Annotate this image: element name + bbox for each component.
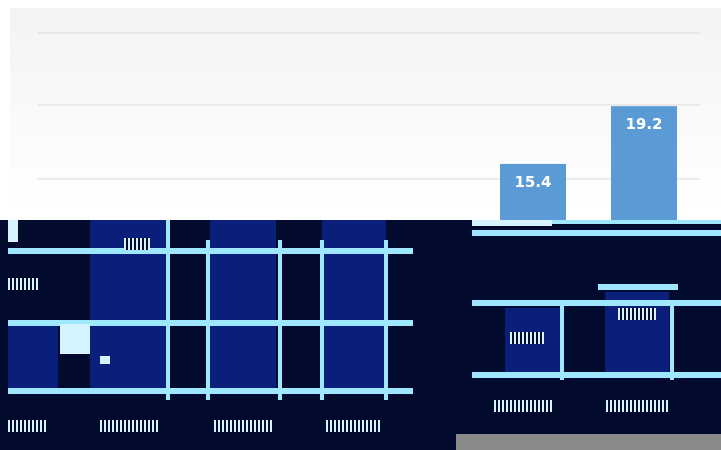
noise-line <box>472 300 721 306</box>
noise-line <box>560 300 564 380</box>
noise-line <box>278 240 282 400</box>
noise-speck <box>326 420 382 432</box>
noise-line <box>472 372 721 378</box>
noise-band <box>210 220 276 392</box>
noise-blot <box>472 220 552 226</box>
noise-line <box>472 220 721 224</box>
noise-line <box>598 284 678 290</box>
grid-layer <box>38 32 700 180</box>
noise-speck <box>510 332 544 344</box>
noise-line <box>206 240 210 400</box>
noise-line <box>8 248 413 254</box>
data-label-layer: 15.4 19.2 <box>514 115 662 191</box>
bar-data-label: 19.2 <box>625 115 662 133</box>
noise-speck <box>214 420 274 432</box>
noise-speck <box>618 308 656 320</box>
noise-line <box>670 300 674 380</box>
noise-speck <box>494 400 554 412</box>
noise-grey <box>456 434 721 450</box>
noise-blot <box>100 356 110 364</box>
noise-speck <box>606 400 668 412</box>
noise-line <box>166 220 170 400</box>
bar-data-label: 15.4 <box>514 173 551 191</box>
noise-speck <box>8 420 46 432</box>
noise-line <box>8 320 413 326</box>
noise-speck <box>8 278 38 290</box>
noise-line <box>320 240 324 400</box>
noise-speck <box>124 238 150 250</box>
corrupted-region <box>0 220 721 450</box>
noise-band <box>322 220 386 392</box>
noise-blot <box>8 220 18 242</box>
noise-band <box>605 292 669 376</box>
noise-line <box>8 388 413 394</box>
noise-speck <box>100 420 160 432</box>
noise-line <box>472 230 721 236</box>
noise-band <box>8 320 58 390</box>
noise-blot <box>60 324 90 354</box>
noise-line <box>384 240 388 400</box>
